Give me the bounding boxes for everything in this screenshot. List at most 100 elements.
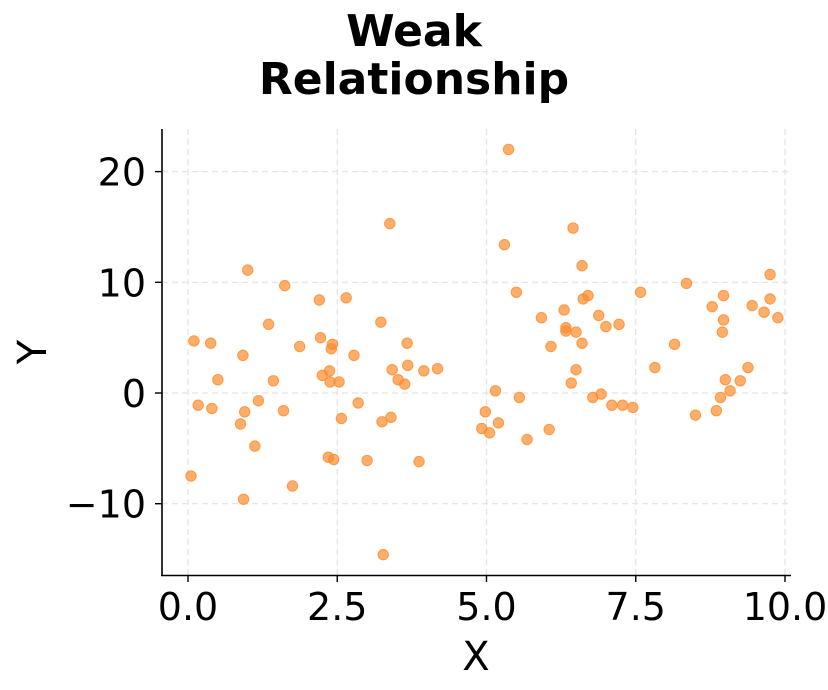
data-point bbox=[710, 405, 723, 417]
data-point bbox=[764, 293, 776, 305]
data-point bbox=[418, 365, 430, 377]
data-point bbox=[327, 453, 340, 466]
data-point bbox=[188, 335, 200, 347]
data-point bbox=[340, 292, 352, 304]
y-axis-label: Y bbox=[10, 339, 56, 365]
data-point bbox=[535, 312, 548, 324]
chart-title-line-2: Relationship bbox=[258, 54, 570, 105]
data-point bbox=[262, 318, 275, 331]
data-point bbox=[543, 423, 555, 436]
data-point bbox=[510, 286, 523, 298]
y-axis-ticks: −10 0 10 20 bbox=[66, 151, 162, 527]
grid-lines bbox=[162, 129, 791, 575]
data-point bbox=[375, 316, 387, 328]
data-point bbox=[689, 409, 702, 421]
data-point bbox=[234, 418, 247, 430]
data-point bbox=[724, 385, 736, 397]
data-point bbox=[714, 391, 727, 404]
data-point bbox=[570, 326, 582, 338]
data-point bbox=[279, 279, 291, 292]
data-point bbox=[286, 480, 299, 492]
data-point bbox=[634, 286, 647, 298]
data-point bbox=[513, 391, 526, 404]
x-tick-label: 5.0 bbox=[456, 585, 516, 629]
y-tick-label: 10 bbox=[98, 261, 146, 305]
data-point bbox=[335, 412, 348, 425]
data-point bbox=[593, 309, 605, 322]
data-point bbox=[252, 395, 265, 407]
data-point bbox=[384, 217, 396, 230]
data-point bbox=[668, 338, 681, 350]
data-point bbox=[479, 406, 492, 418]
data-point bbox=[249, 440, 261, 452]
data-point bbox=[401, 359, 414, 372]
data-point bbox=[576, 337, 588, 349]
x-axis-ticks: 0.0 2.5 5.0 7.5 10.0 bbox=[158, 575, 828, 629]
data-point bbox=[772, 312, 784, 324]
axes bbox=[161, 129, 791, 577]
data-point bbox=[558, 304, 570, 316]
data-point bbox=[719, 374, 731, 386]
data-point bbox=[717, 289, 730, 302]
data-point bbox=[237, 349, 249, 362]
chart-title-line-1: Weak bbox=[346, 6, 482, 57]
data-point bbox=[399, 378, 411, 390]
data-point bbox=[314, 331, 327, 344]
data-point bbox=[758, 306, 770, 318]
data-point bbox=[385, 411, 397, 424]
data-points bbox=[185, 143, 784, 561]
data-point bbox=[764, 268, 776, 281]
data-point bbox=[348, 349, 360, 362]
data-point bbox=[489, 385, 502, 397]
data-point bbox=[483, 427, 496, 439]
data-point bbox=[267, 375, 280, 387]
chart-title: Weak Relationship bbox=[0, 8, 828, 104]
data-point bbox=[706, 300, 718, 313]
data-point bbox=[567, 222, 579, 234]
data-point bbox=[649, 361, 661, 374]
x-tick-label: 7.5 bbox=[606, 585, 666, 629]
data-point bbox=[742, 361, 754, 374]
data-point bbox=[377, 548, 389, 561]
data-point bbox=[212, 374, 224, 386]
data-point bbox=[386, 364, 398, 376]
data-point bbox=[498, 238, 511, 251]
data-point bbox=[431, 362, 444, 375]
data-point bbox=[206, 402, 218, 415]
y-tick-label: 20 bbox=[98, 151, 146, 195]
y-tick-label: 0 bbox=[122, 372, 146, 416]
data-point bbox=[560, 321, 572, 334]
data-point bbox=[326, 338, 339, 350]
x-axis-label: X bbox=[462, 634, 489, 680]
x-tick-label: 2.5 bbox=[307, 585, 367, 629]
data-point bbox=[333, 376, 345, 388]
data-point bbox=[746, 299, 758, 312]
data-point bbox=[565, 377, 577, 389]
data-point bbox=[734, 375, 746, 387]
data-point bbox=[376, 416, 388, 428]
data-point bbox=[595, 388, 607, 400]
data-point bbox=[606, 399, 618, 411]
data-point bbox=[717, 314, 730, 326]
data-point bbox=[502, 143, 515, 156]
data-point bbox=[323, 365, 336, 377]
data-point bbox=[237, 493, 250, 505]
data-point bbox=[239, 406, 251, 418]
data-point bbox=[204, 337, 217, 349]
data-point bbox=[413, 455, 425, 468]
data-point bbox=[277, 405, 290, 417]
data-point bbox=[192, 399, 204, 411]
data-point bbox=[521, 433, 533, 446]
data-point bbox=[716, 326, 729, 338]
data-point bbox=[361, 454, 373, 467]
data-point bbox=[185, 470, 197, 482]
data-point bbox=[401, 337, 413, 349]
x-tick-label: 0.0 bbox=[158, 585, 218, 629]
data-point bbox=[570, 364, 582, 376]
data-point bbox=[616, 399, 629, 411]
data-point bbox=[613, 318, 625, 331]
data-point bbox=[293, 340, 306, 353]
x-tick-label: 10.0 bbox=[743, 585, 828, 629]
data-point bbox=[582, 289, 594, 302]
